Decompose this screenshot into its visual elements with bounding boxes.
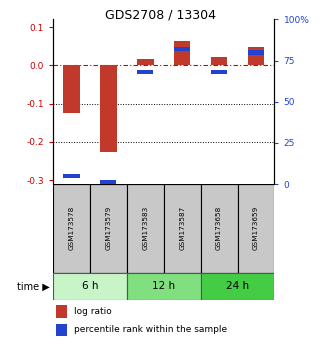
Bar	[56, 305, 67, 318]
Text: GSM173587: GSM173587	[179, 206, 185, 251]
Bar	[53, 184, 90, 273]
Text: 6 h: 6 h	[82, 281, 98, 291]
Bar	[248, 47, 264, 65]
Bar	[100, 180, 117, 185]
Text: GSM173578: GSM173578	[68, 206, 74, 251]
Bar	[137, 58, 153, 65]
Text: 24 h: 24 h	[226, 281, 249, 291]
Bar	[63, 173, 80, 178]
Bar	[201, 184, 238, 273]
Bar	[248, 50, 264, 55]
Text: log ratio: log ratio	[74, 307, 111, 316]
Bar	[53, 273, 127, 300]
Bar	[137, 70, 153, 74]
Text: GSM173583: GSM173583	[142, 206, 148, 251]
Text: 12 h: 12 h	[152, 281, 175, 291]
Bar	[174, 47, 190, 51]
Text: GSM173658: GSM173658	[216, 206, 222, 251]
Bar	[174, 40, 190, 65]
Bar	[63, 65, 80, 113]
Text: GSM173659: GSM173659	[253, 206, 259, 251]
Text: GDS2708 / 13304: GDS2708 / 13304	[105, 9, 216, 22]
Bar	[56, 324, 67, 336]
Text: time ▶: time ▶	[17, 281, 50, 291]
Bar	[164, 184, 201, 273]
Bar	[238, 184, 274, 273]
Bar	[201, 273, 274, 300]
Bar	[211, 70, 227, 74]
Bar	[211, 57, 227, 65]
Text: GSM173579: GSM173579	[105, 206, 111, 251]
Bar	[100, 65, 117, 152]
Text: percentile rank within the sample: percentile rank within the sample	[74, 325, 227, 334]
Bar	[90, 184, 127, 273]
Bar	[127, 184, 164, 273]
Bar	[127, 273, 201, 300]
